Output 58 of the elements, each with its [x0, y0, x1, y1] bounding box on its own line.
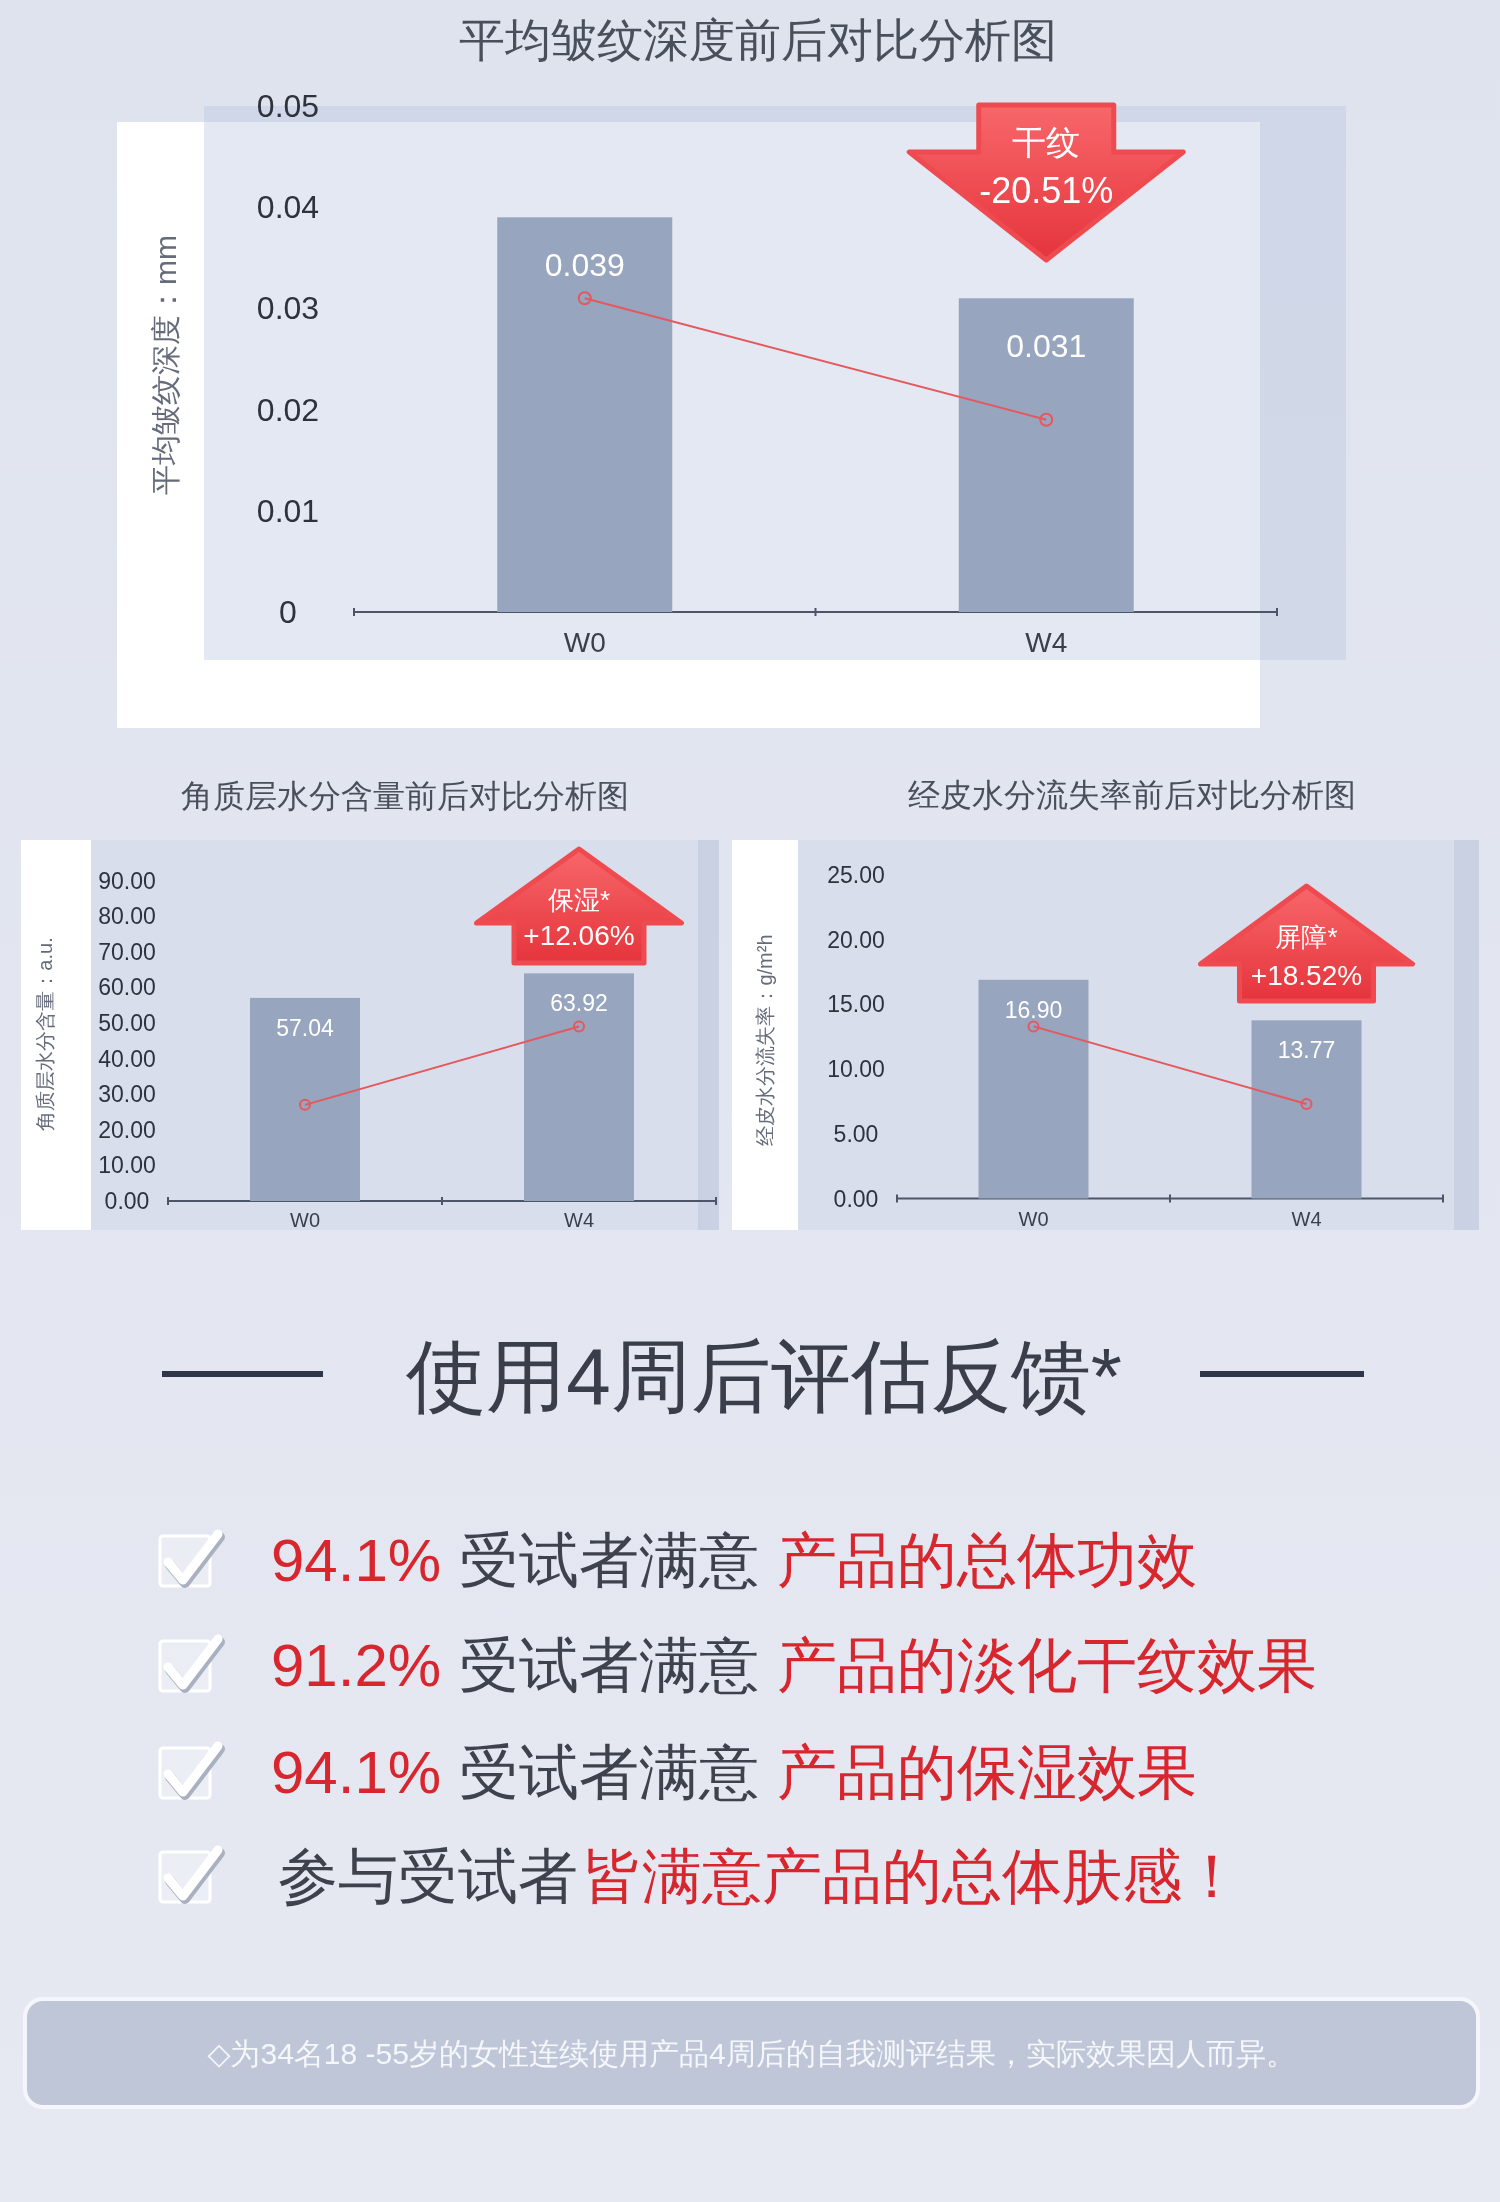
y-tick-label: 60.00 [98, 974, 156, 1001]
y-tick-label: 0.05 [256, 88, 320, 124]
y-tick-label: 0.00 [104, 1188, 150, 1214]
y-tick-label: 5.00 [833, 1120, 879, 1147]
y-tick-label: 20.00 [98, 1116, 156, 1143]
y-axis-title: 平均皱纹深度：mm [148, 235, 182, 495]
y-tick-label: 10.00 [98, 1152, 156, 1179]
y-axis-title: 经皮水分流失率：g/m²h [754, 934, 776, 1146]
annotation: 屏障* [1275, 922, 1338, 952]
text: 产品的淡化干纹效果 [777, 1631, 1318, 1699]
y-tick-label: 15.00 [827, 991, 885, 1018]
text: 94.1% [271, 1738, 442, 1806]
x-tick-label: W4 [1025, 626, 1068, 658]
chart-title: 经皮水分流失率前后对比分析图 [908, 777, 1356, 813]
y-tick-label: 70.00 [98, 938, 156, 965]
y-tick-label: 40.00 [98, 1045, 156, 1072]
data-label: 16.90 [1004, 996, 1063, 1023]
text: 参与受试者 [278, 1842, 578, 1910]
text: 使用4周后评估反馈* [406, 1331, 1122, 1421]
text: 受试者满意 [459, 1526, 760, 1594]
text: 91.2% [271, 1631, 442, 1699]
x-tick-label: W4 [1291, 1208, 1322, 1230]
annotation: -20.51% [979, 169, 1114, 211]
data-label: 13.77 [1277, 1037, 1336, 1064]
data-label: 0.031 [1006, 328, 1087, 365]
text: 受试者满意 [459, 1738, 760, 1806]
y-tick-label: 10.00 [827, 1056, 885, 1083]
x-tick-label: W0 [290, 1209, 320, 1231]
y-tick-label: 0 [279, 594, 297, 630]
y-axis-title: 角质层水分含量：a.u. [34, 937, 56, 1131]
annotation: 干纹 [1012, 123, 1081, 161]
text: 产品的保湿效果 [777, 1738, 1198, 1806]
data-label: 63.92 [550, 990, 608, 1017]
chart-title: 角质层水分含量前后对比分析图 [181, 778, 629, 814]
y-tick-label: 0.02 [256, 391, 320, 428]
x-tick-label: W0 [563, 626, 606, 658]
y-tick-label: 80.00 [98, 903, 156, 930]
text: 94.1% [271, 1526, 442, 1594]
chart-title: 平均皱纹深度前后对比分析图 [459, 14, 1057, 66]
data-label: 0.039 [544, 247, 625, 284]
y-tick-label: 50.00 [98, 1009, 156, 1036]
y-tick-label: 0.00 [833, 1185, 879, 1212]
x-tick-label: W4 [564, 1209, 594, 1231]
annotation: 保湿* [547, 885, 611, 915]
data-label: 57.04 [276, 1014, 334, 1041]
text: 受试者满意 [459, 1631, 760, 1699]
y-tick-label: 90.00 [98, 867, 156, 894]
x-tick-label: W0 [1018, 1208, 1049, 1230]
annotation: +18.52% [1250, 959, 1363, 991]
y-tick-label: 0.04 [256, 189, 320, 226]
y-tick-label: 0.01 [256, 492, 320, 529]
y-tick-label: 30.00 [98, 1081, 156, 1108]
y-tick-label: 25.00 [827, 862, 885, 888]
y-tick-label: 20.00 [827, 926, 885, 953]
text: 皆满意产品的总体肤感！ [582, 1842, 1242, 1910]
y-tick-label: 0.03 [256, 290, 320, 327]
text: 产品的总体功效 [777, 1526, 1198, 1594]
annotation: +12.06% [523, 919, 635, 951]
